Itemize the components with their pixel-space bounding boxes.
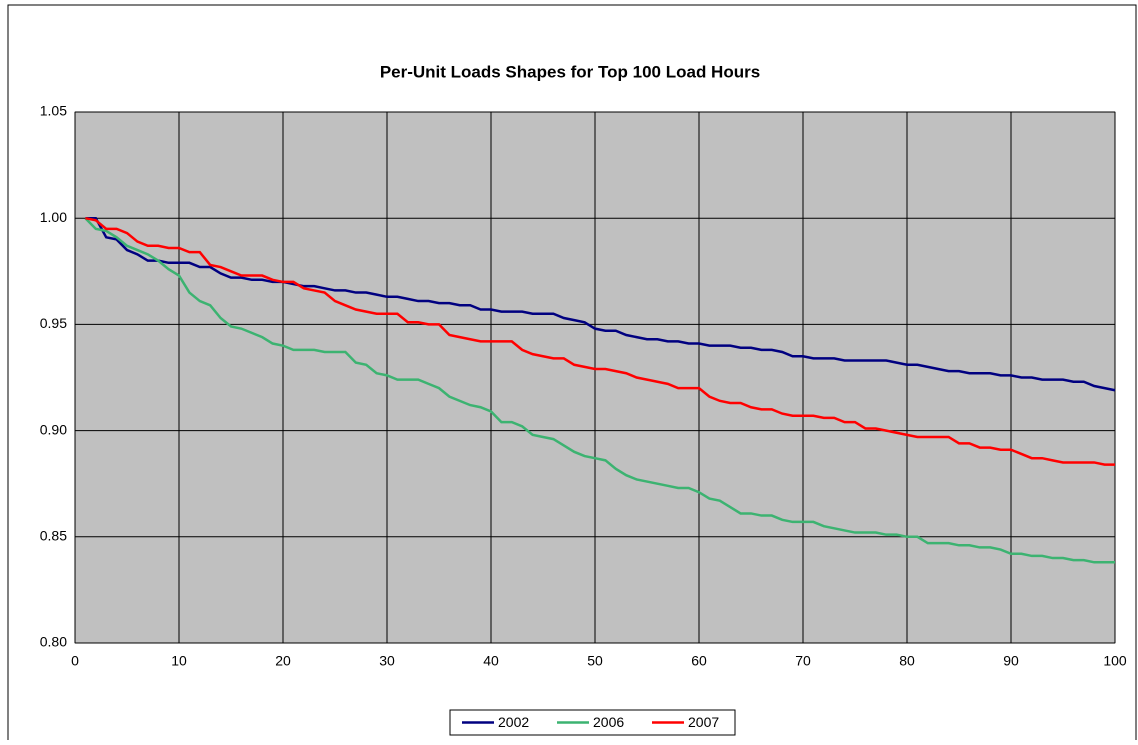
y-tick-label: 0.95 xyxy=(40,315,67,331)
x-tick-label: 0 xyxy=(71,653,79,669)
series-line xyxy=(85,216,1116,392)
y-tick-label: 1.05 xyxy=(40,103,67,119)
x-tick-label: 50 xyxy=(587,653,603,669)
x-tick-label: 90 xyxy=(1003,653,1019,669)
x-tick-label: 40 xyxy=(483,653,499,669)
y-tick-label: 1.00 xyxy=(40,209,67,225)
x-tick-label: 30 xyxy=(379,653,395,669)
x-tick-label: 60 xyxy=(691,653,707,669)
x-tick-label: 10 xyxy=(171,653,187,669)
x-tick-label: 100 xyxy=(1103,653,1127,669)
y-tick-label: 0.90 xyxy=(40,421,67,437)
x-tick-label: 70 xyxy=(795,653,811,669)
legend-label: 2002 xyxy=(498,714,529,730)
series-line xyxy=(85,216,1115,466)
chart-title: Per-Unit Loads Shapes for Top 100 Load H… xyxy=(380,62,760,81)
x-tick-label: 20 xyxy=(275,653,291,669)
y-tick-label: 0.85 xyxy=(40,528,67,544)
x-tick-label: 80 xyxy=(899,653,915,669)
legend-label: 2007 xyxy=(688,714,719,730)
legend-label: 2006 xyxy=(593,714,624,730)
series-line xyxy=(84,217,1115,564)
legend-box xyxy=(449,709,736,736)
y-tick-label: 0.80 xyxy=(40,634,67,650)
